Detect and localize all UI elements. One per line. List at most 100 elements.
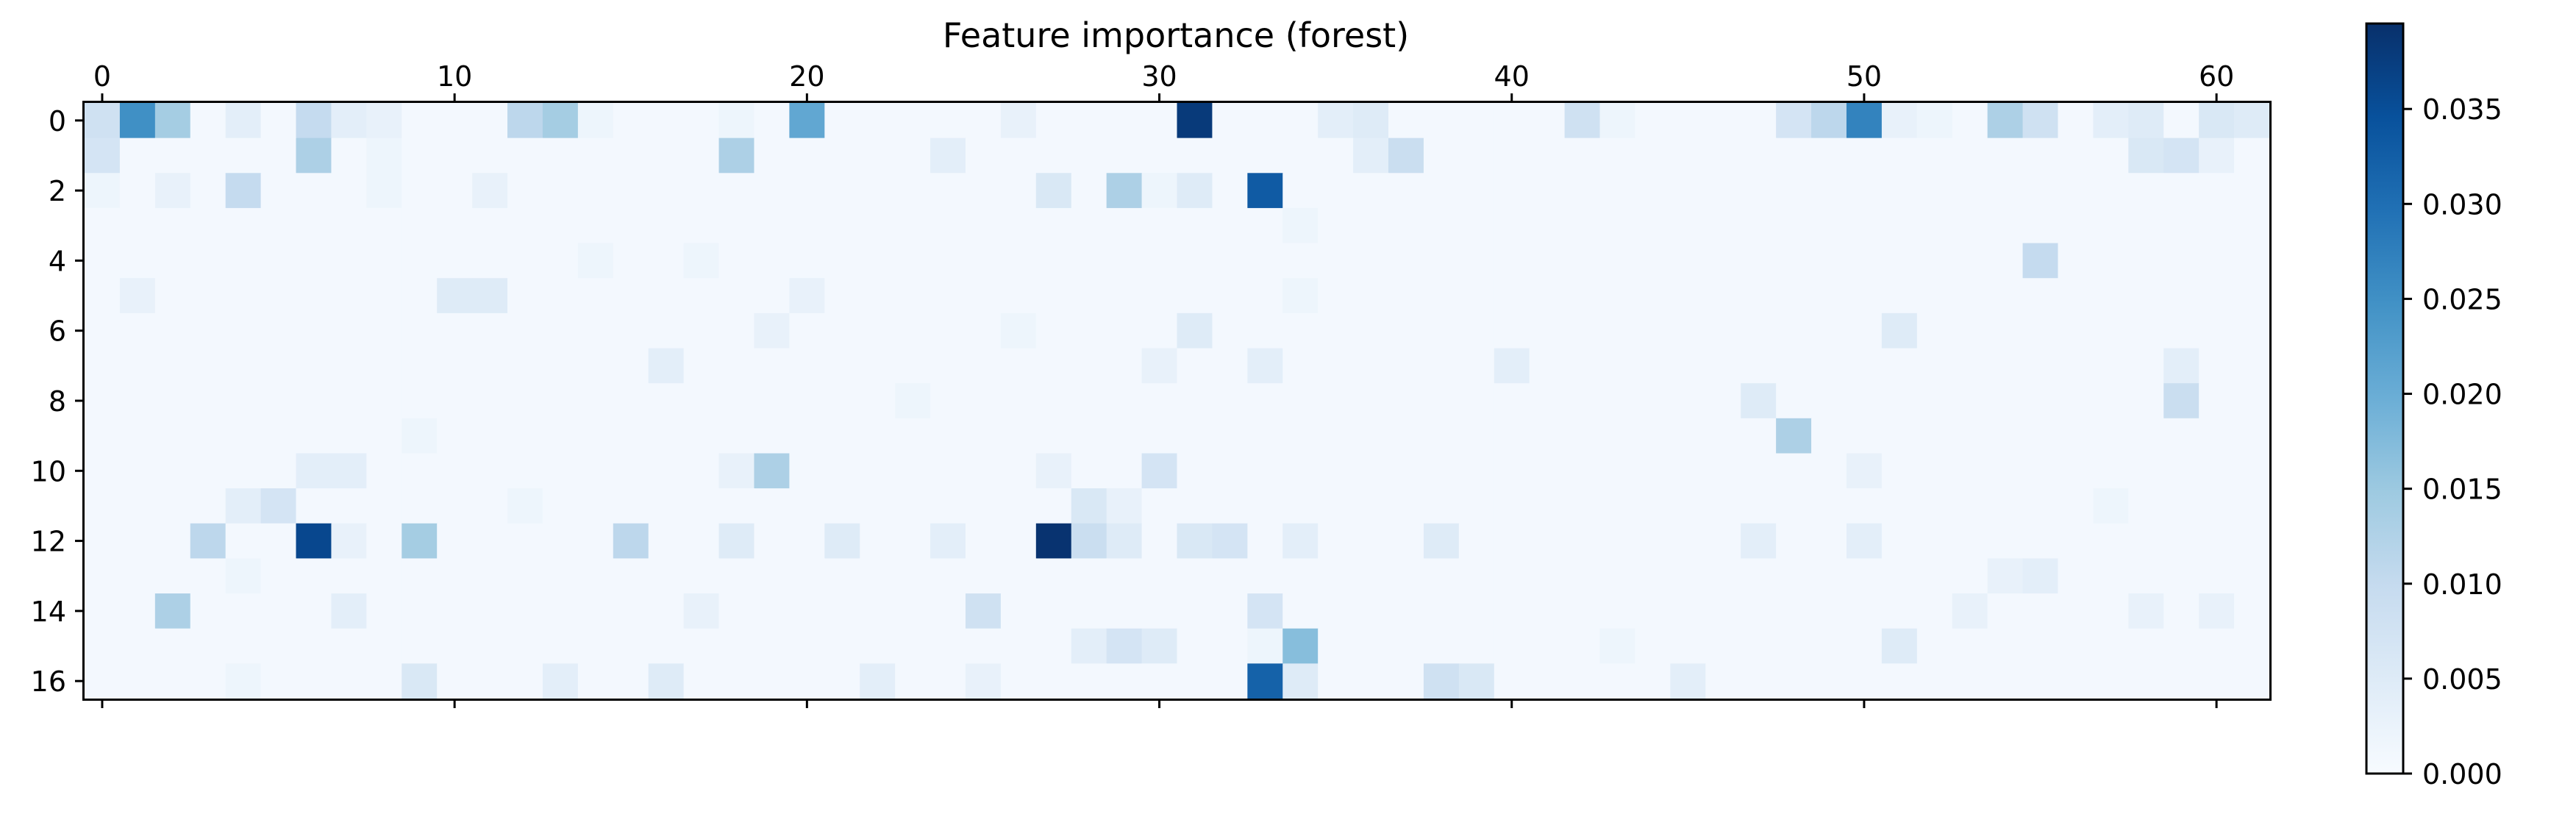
heatmap-cell [789, 207, 825, 244]
heatmap-cell [2022, 663, 2059, 699]
heatmap-cell [1987, 207, 2024, 244]
heatmap-cell [718, 383, 755, 419]
heatmap-cell [331, 558, 367, 594]
heatmap-cell [1035, 453, 1072, 489]
heatmap-cell [2163, 488, 2199, 524]
heatmap-cell [1599, 453, 1636, 489]
heatmap-cell [824, 523, 860, 560]
heatmap-cell [1811, 207, 1847, 244]
heatmap-cell [1000, 383, 1037, 419]
heatmap-cell [2199, 558, 2235, 594]
heatmap-cell [1881, 207, 1918, 244]
heatmap-cell [366, 313, 402, 349]
heatmap-cell [895, 348, 931, 384]
heatmap-cell [613, 663, 649, 699]
heatmap-cell [965, 663, 1002, 699]
heatmap-cell [718, 523, 755, 560]
heatmap-cell [1353, 523, 1389, 560]
heatmap-cell [789, 383, 825, 419]
heatmap-cell [85, 138, 121, 174]
heatmap-cell [507, 348, 543, 384]
heatmap-cell [542, 628, 579, 664]
heatmap-cell [1388, 593, 1424, 629]
heatmap-cell [789, 663, 825, 699]
heatmap-cell [1952, 663, 1988, 699]
heatmap-cell [402, 138, 438, 174]
heatmap-cell [1247, 348, 1283, 384]
heatmap-cell [366, 348, 402, 384]
heatmap-cell [1458, 173, 1495, 209]
heatmap-cell [2128, 418, 2164, 454]
heatmap-cell [2163, 558, 2199, 594]
heatmap-cell [366, 593, 402, 629]
heatmap-cell [1071, 383, 1107, 419]
heatmap-cell [331, 207, 367, 244]
heatmap-cell [1564, 278, 1601, 314]
heatmap-cell [402, 207, 438, 244]
heatmap-cell [965, 628, 1002, 664]
heatmap-cell [2093, 173, 2129, 209]
heatmap-cell [1494, 313, 1530, 349]
heatmap-cell [824, 418, 860, 454]
heatmap-cell [1916, 348, 1953, 384]
heatmap-cell [542, 523, 579, 560]
heatmap-cell [402, 453, 438, 489]
heatmap-cell [542, 383, 579, 419]
heatmap-cell [2234, 558, 2270, 594]
heatmap-cell [2058, 243, 2094, 279]
heatmap-cell [2163, 453, 2199, 489]
heatmap-cell [1987, 663, 2024, 699]
heatmap-cell [965, 278, 1002, 314]
heatmap-cell [1846, 523, 1883, 560]
heatmap-cell [1705, 663, 1741, 699]
heatmap-cell [1916, 523, 1953, 560]
heatmap-cell [1106, 453, 1143, 489]
heatmap-cell [366, 418, 402, 454]
heatmap-cell [119, 383, 156, 419]
heatmap-cell [1846, 348, 1883, 384]
heatmap-cell [1353, 243, 1389, 279]
heatmap-cell [577, 628, 614, 664]
heatmap-cell [824, 593, 860, 629]
heatmap-cell [1916, 173, 1953, 209]
heatmap-cell [824, 558, 860, 594]
heatmap-cell [1247, 173, 1283, 209]
heatmap-cell [683, 313, 720, 349]
heatmap-cell [1741, 418, 1777, 454]
heatmap-cell [1494, 278, 1530, 314]
heatmap-cell [437, 103, 473, 139]
heatmap-cell [613, 558, 649, 594]
heatmap-cell [754, 313, 790, 349]
heatmap-cell [2163, 383, 2199, 419]
heatmap-cell [1458, 103, 1495, 139]
heatmap-cell [1035, 663, 1072, 699]
heatmap-cell [1353, 278, 1389, 314]
heatmap-cell [1318, 523, 1354, 560]
heatmap-cell [1635, 278, 1671, 314]
heatmap-cell [789, 278, 825, 314]
heatmap-cell [1881, 243, 1918, 279]
heatmap-cell [1177, 593, 1213, 629]
heatmap-cell [1776, 207, 1812, 244]
heatmap-cell [1282, 383, 1319, 419]
heatmap-cell [1388, 243, 1424, 279]
heatmap-cell [366, 278, 402, 314]
heatmap-cell [1494, 103, 1530, 139]
heatmap-cell [1000, 243, 1037, 279]
heatmap-cell [683, 418, 720, 454]
heatmap-cell [1247, 207, 1283, 244]
heatmap-cell [190, 278, 226, 314]
heatmap-cell [1282, 207, 1319, 244]
heatmap-cell [718, 138, 755, 174]
heatmap-cell [1987, 453, 2024, 489]
heatmap-cell [402, 558, 438, 594]
heatmap-cell [2058, 453, 2094, 489]
heatmap-cell [1635, 207, 1671, 244]
heatmap-cell [402, 663, 438, 699]
heatmap-cell [1846, 453, 1883, 489]
heatmap-cell [1000, 313, 1037, 349]
heatmap-cell [1599, 593, 1636, 629]
heatmap-cell [296, 313, 332, 349]
heatmap-cell [2093, 418, 2129, 454]
heatmap-cell [2163, 207, 2199, 244]
